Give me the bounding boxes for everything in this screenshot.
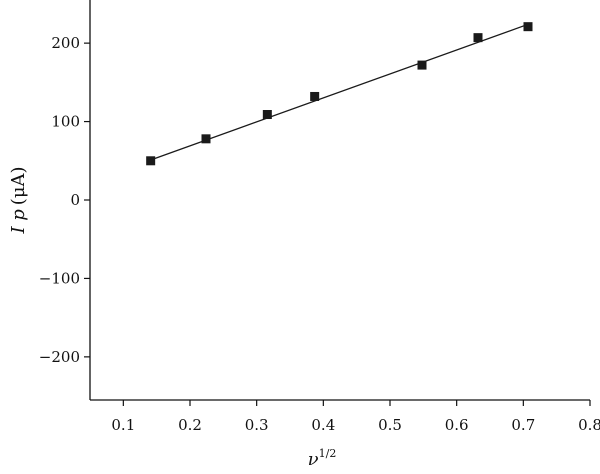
data-point	[146, 156, 156, 166]
data-point	[201, 134, 211, 144]
y-tick-label: −100	[39, 269, 80, 287]
data-point	[310, 91, 320, 101]
y-tick-label: 200	[51, 34, 80, 52]
y-tick-label: −200	[39, 348, 80, 366]
x-tick-label: 0.8	[578, 416, 600, 434]
y-axis-label-unit: (μA)	[8, 166, 29, 205]
x-tick-label: 0.5	[378, 416, 402, 434]
x-tick-label: 0.1	[111, 416, 135, 434]
x-tick-label: 0.7	[511, 416, 535, 434]
fit-line	[150, 23, 529, 161]
y-axis-label: I p (μA)	[8, 166, 29, 234]
x-tick-label: 0.6	[445, 416, 469, 434]
x-tick-label: 0.2	[178, 416, 202, 434]
y-tick-label: 100	[51, 113, 80, 131]
y-ticks: −200 −100 0 100 200	[39, 34, 90, 366]
data-point	[417, 60, 427, 70]
x-tick-label: 0.4	[311, 416, 335, 434]
x-axis-label-main: ν	[308, 449, 319, 470]
x-tick-label: 0.3	[245, 416, 269, 434]
x-ticks: 0.1 0.2 0.3 0.4 0.5 0.6 0.7 0.8	[111, 400, 600, 434]
y-axis-label-main: I p	[8, 209, 29, 235]
x-axis-label: ν1/2	[308, 447, 337, 470]
data-point	[473, 33, 483, 43]
y-tick-label: 0	[70, 191, 80, 209]
x-axis-label-sup: 1/2	[319, 447, 337, 460]
fit-line-group	[150, 23, 529, 161]
data-points	[146, 22, 533, 166]
data-point	[523, 22, 533, 32]
axes	[89, 0, 590, 401]
data-point	[262, 110, 272, 120]
